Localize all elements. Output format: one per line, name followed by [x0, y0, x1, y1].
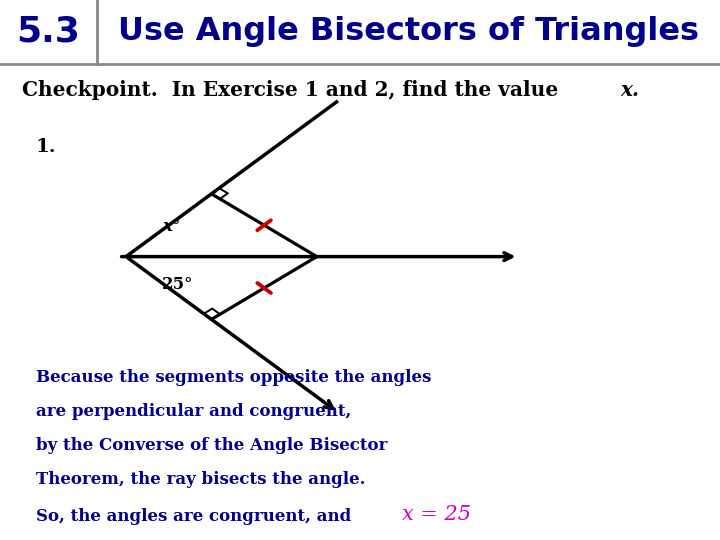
- Text: x = 25: x = 25: [402, 505, 471, 524]
- Text: 5.3: 5.3: [17, 15, 81, 49]
- Text: Because the segments opposite the angles: Because the segments opposite the angles: [36, 368, 431, 386]
- Text: Checkpoint.  In Exercise 1 and 2, find the value: Checkpoint. In Exercise 1 and 2, find th…: [22, 80, 565, 100]
- Text: x°: x°: [162, 218, 180, 235]
- Text: Use Angle Bisectors of Triangles: Use Angle Bisectors of Triangles: [118, 16, 699, 48]
- Text: 25°: 25°: [162, 275, 194, 293]
- Text: x.: x.: [621, 80, 639, 100]
- Text: by the Converse of the Angle Bisector: by the Converse of the Angle Bisector: [36, 437, 387, 454]
- Text: So, the angles are congruent, and: So, the angles are congruent, and: [36, 508, 363, 525]
- Text: 1.: 1.: [36, 138, 57, 156]
- Text: Theorem, the ray bisects the angle.: Theorem, the ray bisects the angle.: [36, 471, 366, 488]
- Text: are perpendicular and congruent,: are perpendicular and congruent,: [36, 403, 351, 420]
